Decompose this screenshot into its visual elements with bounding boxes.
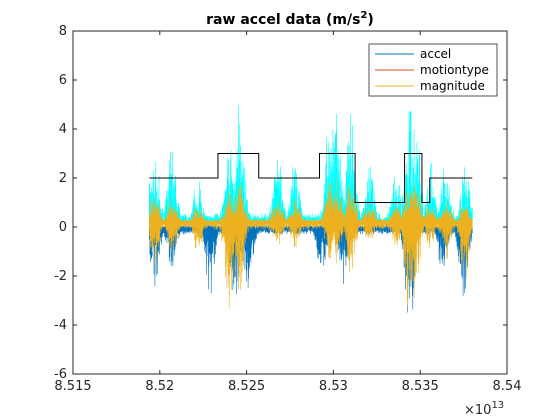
x-exponent-base: ×10 bbox=[464, 403, 491, 418]
x-tick-label: 8.52 bbox=[145, 379, 174, 394]
x-tick-label: 8.525 bbox=[228, 379, 265, 394]
y-tick-label: 2 bbox=[59, 171, 67, 186]
chart-title-superscript: 2 bbox=[360, 10, 367, 21]
series-layer bbox=[149, 104, 473, 313]
x-tick-label: 8.54 bbox=[493, 379, 522, 394]
series-magnitude-line bbox=[149, 177, 473, 309]
y-tick-label: 6 bbox=[59, 73, 67, 88]
y-tick-label: -4 bbox=[54, 318, 67, 333]
y-tick-label: 8 bbox=[59, 24, 67, 39]
y-tick-label: -6 bbox=[54, 367, 67, 382]
ticks-layer: 8.515 8.52 8.525 8.53 8.535 8.54 -6 -4 -2 0 2 4 6 8 bbox=[54, 24, 521, 394]
legend-label-accel: accel bbox=[420, 47, 451, 61]
legend: accel motiontype magnitude bbox=[368, 43, 498, 97]
y-tick-label: 4 bbox=[59, 122, 67, 137]
chart-title: raw accel data (m/s2) bbox=[206, 10, 374, 28]
x-exponent-power: 13 bbox=[491, 400, 504, 411]
chart-title-main: raw accel data (m/s bbox=[206, 12, 360, 28]
axes-box bbox=[72, 30, 508, 375]
legend-label-magnitude: magnitude bbox=[420, 79, 485, 93]
y-tick-label: 0 bbox=[59, 220, 67, 235]
legend-label-motiontype: motiontype bbox=[420, 63, 489, 77]
series-motiontype-line bbox=[149, 153, 473, 203]
x-tick-label: 8.515 bbox=[54, 379, 91, 394]
y-tick-label: -2 bbox=[54, 269, 67, 284]
x-tick-label: 8.53 bbox=[319, 379, 348, 394]
x-exponent-label: ×1013 bbox=[464, 400, 504, 418]
x-tick-label: 8.535 bbox=[402, 379, 439, 394]
chart-title-suffix: ) bbox=[367, 12, 373, 28]
